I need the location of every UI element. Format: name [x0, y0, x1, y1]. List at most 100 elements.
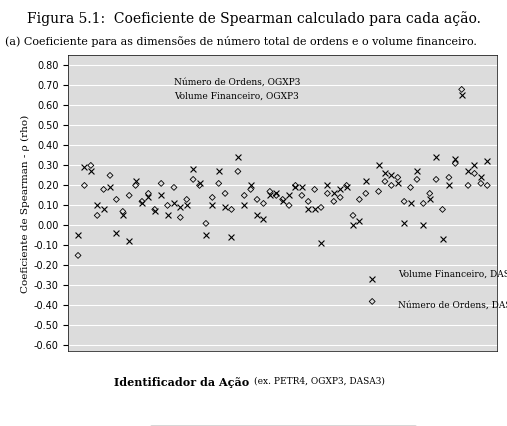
- Point: [375, 188, 383, 195]
- Point: [426, 196, 434, 203]
- Point: [394, 174, 402, 181]
- Point: [189, 176, 197, 183]
- Point: [87, 162, 95, 169]
- Point: [170, 200, 178, 207]
- Point: [279, 196, 287, 203]
- Point: [144, 190, 153, 197]
- Point: [272, 192, 280, 199]
- Point: [400, 198, 408, 205]
- Point: [439, 236, 447, 243]
- Point: [368, 298, 376, 305]
- Point: [304, 198, 312, 205]
- Point: [113, 196, 121, 203]
- Point: [343, 182, 351, 189]
- Point: [349, 222, 357, 229]
- Point: [407, 200, 415, 207]
- Point: [228, 206, 236, 213]
- Point: [163, 212, 171, 219]
- Point: [240, 202, 248, 209]
- Point: [419, 200, 427, 207]
- Point: [400, 220, 408, 227]
- Point: [125, 192, 133, 199]
- Text: (ex. PETR4, OGXP3, DASA3): (ex. PETR4, OGXP3, DASA3): [254, 377, 384, 386]
- Point: [464, 168, 472, 175]
- Text: Figura 5.1:  Coeficiente de Spearman calculado para cada ação.: Figura 5.1: Coeficiente de Spearman calc…: [26, 11, 481, 26]
- Point: [343, 184, 351, 191]
- Point: [260, 200, 268, 207]
- Point: [196, 180, 204, 187]
- Text: Identificador da Ação: Identificador da Ação: [115, 377, 254, 388]
- Point: [311, 206, 319, 213]
- Point: [381, 170, 389, 177]
- Point: [292, 182, 300, 189]
- Point: [176, 204, 185, 211]
- Point: [451, 160, 459, 167]
- Point: [170, 184, 178, 191]
- Point: [99, 206, 107, 213]
- Point: [157, 180, 165, 187]
- Point: [151, 208, 159, 215]
- Point: [119, 212, 127, 219]
- Point: [131, 182, 139, 189]
- Point: [234, 168, 242, 175]
- Point: [81, 164, 89, 171]
- Point: [451, 156, 459, 163]
- Point: [99, 186, 107, 193]
- Point: [266, 188, 274, 195]
- Point: [183, 202, 191, 209]
- Point: [470, 162, 479, 169]
- Point: [483, 182, 491, 189]
- Point: [349, 212, 357, 219]
- Point: [432, 154, 440, 161]
- Point: [221, 204, 229, 211]
- Point: [138, 200, 146, 207]
- Point: [387, 172, 395, 179]
- Point: [394, 180, 402, 187]
- Point: [381, 178, 389, 185]
- Point: [470, 170, 479, 177]
- Point: [138, 198, 146, 205]
- Point: [246, 186, 255, 193]
- Point: [272, 190, 280, 197]
- Point: [330, 198, 338, 205]
- Point: [375, 162, 383, 169]
- Text: (a) Coeficiente para as dimensões de número total de ordens e o volume financeir: (a) Coeficiente para as dimensões de núm…: [5, 36, 477, 47]
- Point: [183, 196, 191, 203]
- Point: [407, 184, 415, 191]
- Point: [93, 212, 101, 219]
- Point: [266, 192, 274, 199]
- Point: [387, 182, 395, 189]
- Point: [355, 218, 364, 225]
- Point: [445, 174, 453, 181]
- Text: Número de Ordens, OGXP3: Número de Ordens, OGXP3: [174, 78, 300, 86]
- Point: [413, 176, 421, 183]
- Point: [157, 192, 165, 199]
- Point: [81, 182, 89, 189]
- Text: Volume Financeiro, DASA3: Volume Financeiro, DASA3: [398, 269, 507, 279]
- Point: [304, 206, 312, 213]
- Point: [285, 202, 293, 209]
- Point: [458, 92, 466, 99]
- Point: [202, 232, 210, 239]
- Point: [298, 184, 306, 191]
- Point: [483, 158, 491, 165]
- Point: [336, 194, 344, 201]
- Point: [131, 178, 139, 185]
- Point: [228, 234, 236, 241]
- Point: [317, 204, 325, 211]
- Point: [458, 86, 466, 93]
- Point: [74, 252, 82, 259]
- Point: [144, 194, 153, 201]
- Point: [464, 182, 472, 189]
- Point: [413, 168, 421, 175]
- Point: [253, 196, 261, 203]
- Point: [214, 180, 223, 187]
- Point: [93, 202, 101, 209]
- Point: [361, 178, 370, 185]
- Point: [368, 276, 376, 283]
- Point: [355, 196, 364, 203]
- Point: [119, 208, 127, 215]
- Point: [323, 182, 332, 189]
- Point: [426, 190, 434, 197]
- Point: [208, 194, 216, 201]
